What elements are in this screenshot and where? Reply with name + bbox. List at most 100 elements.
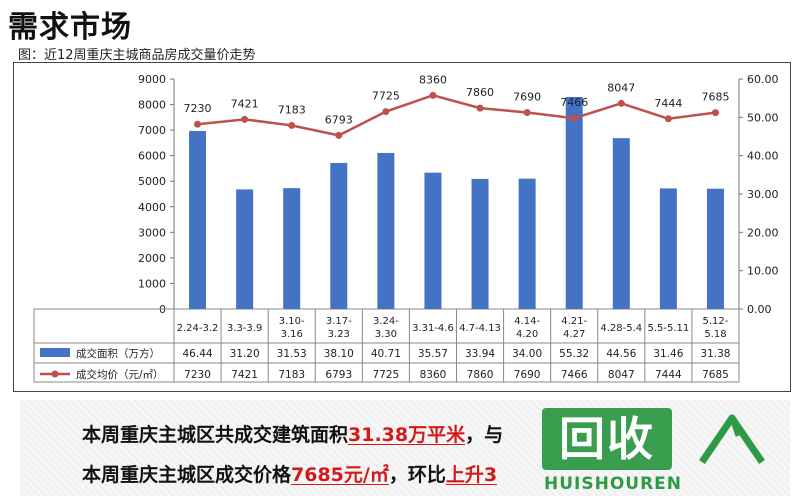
price-point — [194, 120, 202, 128]
price-point — [429, 91, 437, 99]
price-point — [288, 121, 296, 129]
right-tick-label: 30.00 — [747, 188, 779, 201]
category-label: 4.27 — [563, 329, 585, 340]
legend-price-label: 成交均价（元/㎡） — [76, 368, 164, 381]
summary-price-trend: 上升3 — [445, 464, 498, 486]
price-data-label: 7444 — [654, 97, 682, 110]
price-table-value: 8360 — [420, 369, 447, 381]
category-label: 3.10- — [279, 316, 305, 327]
area-bar — [659, 188, 677, 309]
summary-area-prefix: 本周重庆主城区共成交建筑面积 — [82, 424, 349, 446]
price-data-label: 7685 — [701, 91, 729, 104]
area-table-value: 31.20 — [230, 348, 260, 360]
category-label: 5.18 — [704, 329, 726, 340]
area-table-value: 31.38 — [700, 348, 730, 360]
category-label: 3.17- — [326, 316, 352, 327]
price-table-value: 7860 — [467, 369, 494, 381]
area-bar — [236, 189, 254, 309]
area-bar — [706, 188, 724, 309]
category-label: 5.5-5.11 — [647, 323, 689, 334]
right-tick-label: 20.00 — [747, 226, 779, 239]
watermark: 回收 HUISHOUREN — [538, 402, 788, 496]
area-table-value: 44.56 — [606, 348, 636, 360]
category-label: 5.12- — [703, 316, 729, 327]
watermark-caret-icon — [699, 414, 765, 464]
price-point — [711, 109, 719, 117]
price-data-label: 7860 — [466, 86, 494, 99]
price-table-value: 7725 — [373, 369, 400, 381]
category-label: 3.30 — [375, 329, 397, 340]
area-bar — [565, 96, 583, 309]
area-bar — [518, 178, 536, 309]
area-table-value: 55.32 — [559, 348, 589, 360]
category-label: 4.14- — [514, 316, 540, 327]
price-table-value: 7466 — [561, 369, 588, 381]
summary-price-prefix: 本周重庆主城区成交价格 — [82, 464, 292, 486]
category-label: 3.31-4.6 — [412, 323, 454, 334]
price-data-label: 7183 — [278, 103, 306, 116]
area-table-value: 46.44 — [183, 348, 213, 360]
category-label: 4.20 — [516, 329, 538, 340]
left-tick-label: 4000 — [138, 201, 166, 214]
price-point — [382, 108, 390, 116]
left-tick-label: 1000 — [138, 277, 166, 290]
left-tick-label: 8000 — [138, 99, 166, 112]
chart-frame: 0 1000 2000 3000 4000 5000 6000 7000 8000 9000 0.0… — [13, 62, 791, 392]
category-label: 3.23 — [328, 329, 350, 340]
price-data-label: 7725 — [372, 90, 400, 103]
price-data-label: 7466 — [560, 96, 588, 109]
price-table-value: 7685 — [702, 369, 729, 381]
legend-area-label: 成交面积（万方） — [76, 347, 160, 360]
area-table-value: 34.00 — [512, 348, 542, 360]
summary-line-price: 本周重庆主城区成交价格7685元/㎡，环比上升3 — [82, 460, 497, 487]
price-point — [570, 114, 578, 122]
right-tick-label: 0.00 — [747, 303, 772, 316]
category-label: 3.16 — [281, 329, 303, 340]
figure-caption: 图：近12周重庆主城商品房成交量价走势 — [18, 48, 256, 63]
price-line — [197, 94, 716, 137]
area-table-value: 31.46 — [653, 348, 683, 360]
right-tick-label: 60.00 — [747, 73, 779, 86]
left-tick-label: 7000 — [138, 124, 166, 137]
watermark-logo: 回收 — [542, 408, 672, 470]
area-table-value: 35.57 — [418, 348, 448, 360]
area-table-value: 38.10 — [324, 348, 354, 360]
area-bar — [330, 162, 348, 309]
summary-line-area: 本周重庆主城区共成交建筑面积31.38万平米，与 — [82, 420, 503, 447]
area-bar — [612, 138, 630, 309]
left-tick-label: 3000 — [138, 226, 166, 239]
area-bar — [283, 188, 301, 309]
summary-price-value: 7685元/㎡ — [291, 464, 389, 486]
price-table-value: 7690 — [514, 369, 541, 381]
combo-chart: 01000200030004000500060007000800090000.0… — [33, 73, 779, 383]
right-tick-label: 40.00 — [747, 150, 779, 163]
category-label: 4.7-4.13 — [459, 323, 501, 334]
watermark-brand: HUISHOUREN — [544, 474, 683, 494]
left-tick-label: 5000 — [138, 175, 166, 188]
price-point — [664, 115, 672, 123]
price-data-label: 8047 — [607, 81, 635, 94]
area-table-value: 40.71 — [371, 348, 401, 360]
left-tick-label: 9000 — [138, 73, 166, 86]
price-table-value: 7444 — [655, 369, 682, 381]
page-title: 需求市场 — [8, 10, 132, 45]
price-table-value: 8047 — [608, 369, 635, 381]
price-data-label: 7690 — [513, 90, 541, 103]
right-tick-label: 50.00 — [747, 111, 779, 124]
price-data-label: 7421 — [231, 97, 259, 110]
category-label: 4.21- — [561, 316, 587, 327]
left-tick-label: 2000 — [138, 252, 166, 265]
category-label: 2.24-3.2 — [177, 323, 219, 334]
price-point — [476, 104, 484, 112]
area-table-value: 33.94 — [465, 348, 495, 360]
right-tick-label: 10.00 — [747, 265, 779, 278]
summary-area-suffix: ，与 — [465, 424, 504, 446]
category-label: 3.3-3.9 — [227, 323, 262, 334]
price-data-label: 8360 — [419, 73, 447, 86]
category-label: 4.28-5.4 — [600, 323, 642, 334]
summary-price-mid: ，环比 — [388, 464, 446, 486]
left-tick-label: 6000 — [138, 150, 166, 163]
price-point — [523, 108, 531, 116]
price-point — [241, 115, 249, 123]
legend-price-marker — [51, 370, 59, 378]
